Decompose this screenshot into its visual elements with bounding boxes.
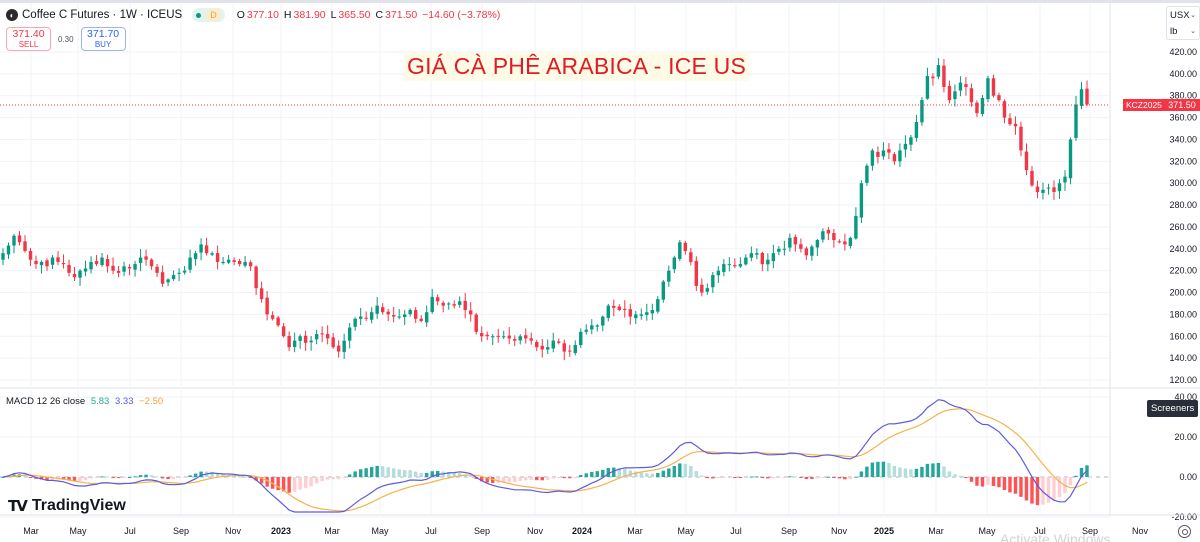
price-axis-label: 380.00 [1169,91,1197,101]
close-label: C [375,9,384,21]
tradingview-mark-icon: TV [8,497,28,515]
time-axis-label: Sep [781,526,797,536]
time-axis-label: Jul [124,526,136,536]
unit-dropdown[interactable]: lb ⌄ [1167,23,1199,39]
contract-ticker-tag: KCZ2025 [1123,99,1165,112]
time-axis-label: Jul [425,526,437,536]
high-label: H [283,9,292,21]
time-axis-label: Jul [1034,526,1046,536]
price-axis-label: 180.00 [1169,309,1197,319]
macd-line [2,399,1088,513]
low-label: L [330,9,337,21]
price-axis-label: 160.00 [1169,331,1197,341]
trade-panel: 371.40 SELL 0.30 371.70 BUY [6,27,126,51]
macd-axis-label: -20.00 [1171,512,1197,522]
time-axis-label: May [371,526,389,536]
market-status-badge[interactable]: D [192,8,225,22]
price-axis-label: 220.00 [1169,266,1197,276]
time-axis-label: Sep [1082,526,1098,536]
screeners-tooltip: Screeners [1147,400,1199,417]
chevron-down-icon: ⌄ [1190,28,1196,35]
time-axis-label: 2025 [874,526,894,536]
open-label: O [236,9,245,21]
tradingview-logo[interactable]: TV TradingView [8,497,126,515]
chevron-down-icon: ⌄ [1190,12,1196,19]
currency-value: USX [1170,9,1190,21]
currency-unit-selector[interactable]: USX ⌄ lb ⌄ [1166,6,1200,40]
top-border [0,0,1200,3]
time-axis-label: Nov [527,526,544,536]
spread-value: 0.30 [58,34,74,44]
macd-line-value: 3.33 [114,396,134,407]
sell-price: 371.40 [12,27,45,40]
chart-settings-gear-icon[interactable] [1178,525,1191,538]
macd-histogram-value: 5.83 [90,396,110,407]
ohlc-values: O 377.10 H 381.90 L 365.50 C 371.50 −14.60 (… [237,9,503,21]
macd-label: MACD 12 26 close [6,396,86,407]
sell-label: SELL [18,39,39,49]
time-axis-label: 2023 [271,526,291,536]
time-axis-label: Sep [474,526,490,536]
buy-price: 371.70 [87,27,120,40]
macd-axis-label: 0.00 [1179,472,1197,482]
time-axis-label: Nov [225,526,242,536]
price-axis-label: 200.00 [1169,288,1197,298]
price-axis-label: 260.00 [1169,222,1197,232]
windows-activation-watermark: Activate Windows [1000,531,1111,542]
candlestick-series[interactable] [1,58,1089,361]
unit-value: lb [1170,25,1178,37]
price-axis-label: 140.00 [1169,353,1197,363]
price-axis-label: 120.00 [1169,375,1197,385]
price-axis-label: 400.00 [1169,69,1197,79]
time-axis-label: Mar [324,526,340,536]
high-value: 381.90 [293,9,326,21]
time-axis-label: Mar [627,526,643,536]
price-axis-label: 420.00 [1169,47,1197,57]
time-axis-label: May [69,526,87,536]
time-axis-label: Jul [730,526,742,536]
chart-headline-annotation[interactable]: GIÁ CÀ PHÊ ARABICA - ICE US [404,52,749,81]
time-axis-label: Mar [928,526,944,536]
buy-label: BUY [94,39,112,49]
open-value: 377.10 [246,9,279,21]
buy-button[interactable]: 371.70 BUY [80,27,126,51]
price-axis-label: 340.00 [1169,134,1197,144]
price-axis-label: 360.00 [1169,113,1197,123]
last-price-tag: 371.50 [1164,99,1200,112]
change-value: −14.60 (−3.78%) [422,9,501,21]
time-axis-label: Sep [173,526,189,536]
time-axis-label: May [677,526,695,536]
time-axis-label: 2024 [572,526,592,536]
close-value: 371.50 [385,9,418,21]
macd-axis-label: 20.00 [1174,432,1197,442]
macd-legend[interactable]: MACD 12 26 close 5.83 3.33 −2.50 [6,396,163,407]
macd-signal-line [2,408,1088,512]
price-axis-label: 280.00 [1169,200,1197,210]
time-axis-label: Nov [831,526,848,536]
time-axis-label: Mar [23,526,39,536]
tradingview-wordmark: TradingView [31,497,126,514]
symbol-legend: ◐ Coffee C Futures · 1W · ICEUS D O 377.1… [6,8,502,22]
sell-button[interactable]: 371.40 SELL [6,27,51,51]
price-axis-label: 240.00 [1169,244,1197,254]
macd-signal-value: −2.50 [139,396,164,407]
currency-dropdown[interactable]: USX ⌄ [1167,7,1199,23]
time-axis-label: Nov [1132,526,1149,536]
symbol-title[interactable]: Coffee C Futures · 1W · ICEUS [22,9,183,21]
price-axis-label: 300.00 [1169,178,1197,188]
delayed-data-badge: D [206,9,221,21]
coffee-logo-icon: ◐ [6,9,18,21]
time-axis-label: May [978,526,996,536]
price-axis-label: 320.00 [1169,156,1197,166]
macd-axis-label: 40.00 [1174,392,1197,402]
low-value: 365.50 [338,9,371,21]
market-open-dot-icon [196,12,202,18]
